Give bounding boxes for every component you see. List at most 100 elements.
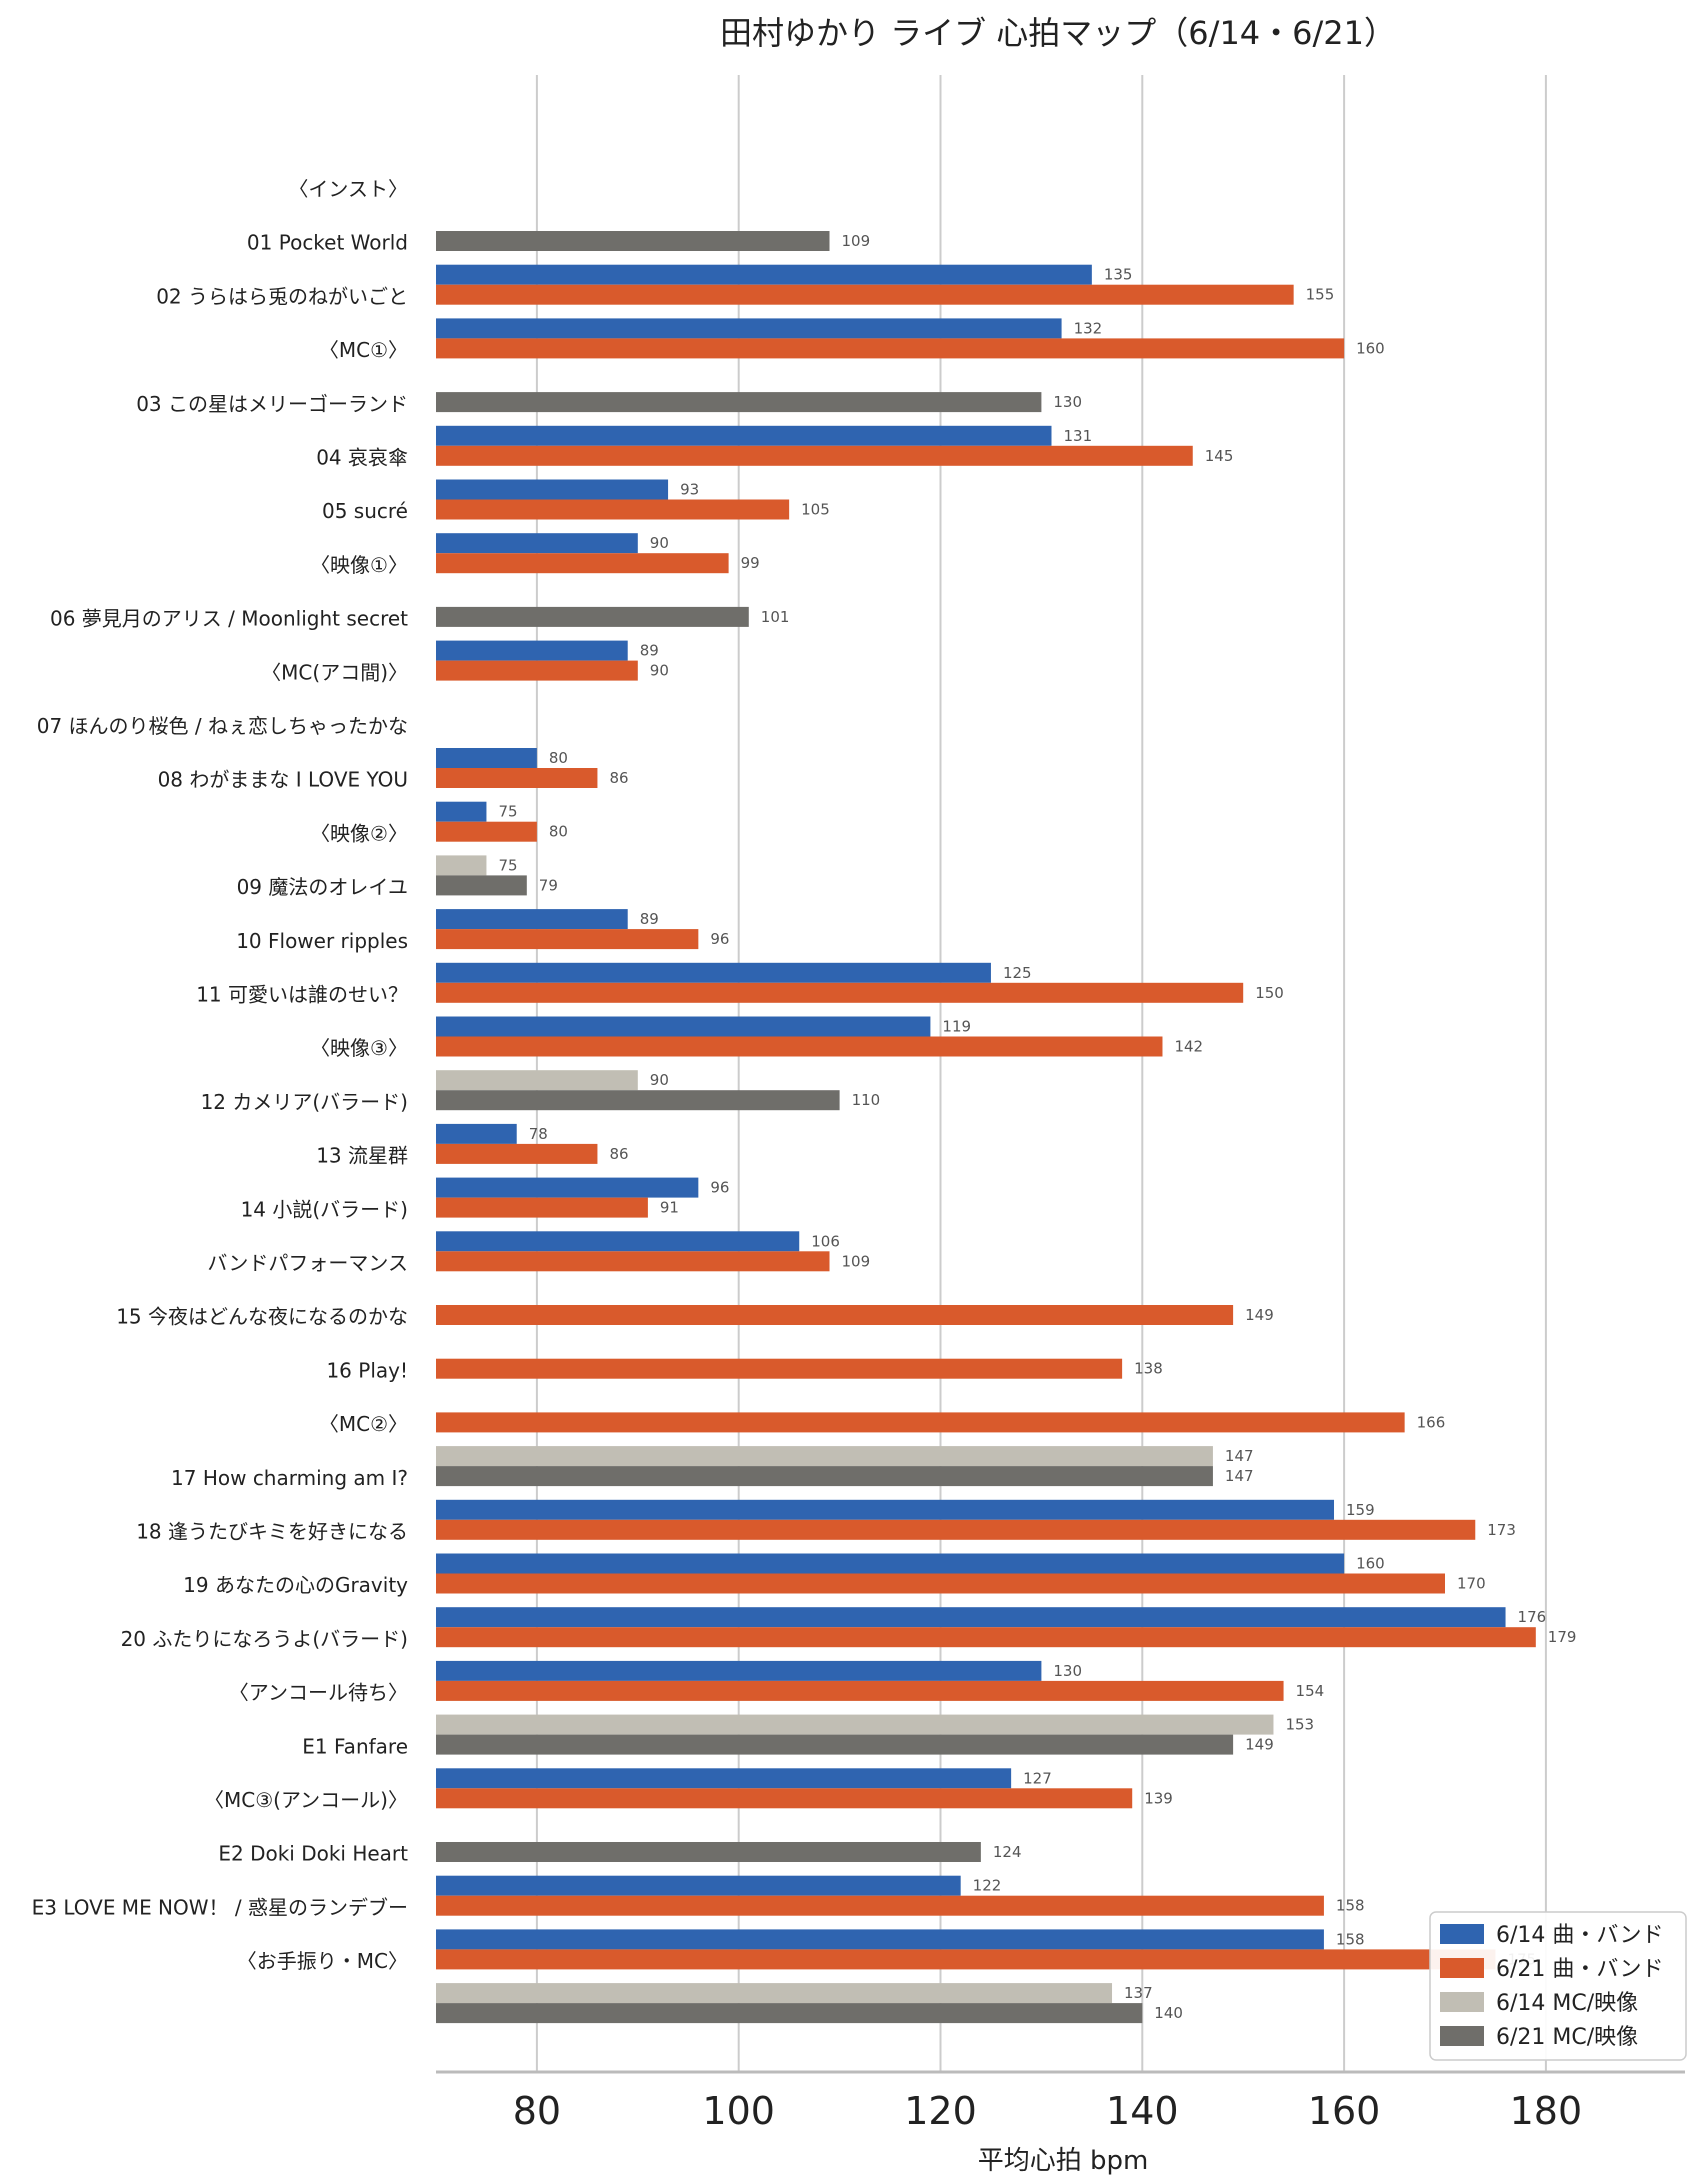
bar-value-label: 86 (609, 1145, 628, 1163)
bar-614-song (436, 1929, 1324, 1950)
bar-value-label: 101 (761, 608, 790, 626)
category-label: 04 哀哀傘 (316, 446, 408, 470)
category-label: 12 カメリア(バラード) (201, 1090, 408, 1114)
bar-value-label: 147 (1225, 1447, 1254, 1465)
category-label: 〈MC③(アンコール)〉 (204, 1788, 408, 1812)
category-label: 08 わがままな I LOVE YOU (158, 768, 408, 792)
bar-value-label: 96 (710, 930, 729, 948)
bar-621-song (436, 1788, 1133, 1809)
bar-value-label: 90 (650, 662, 669, 680)
category-label: 13 流星群 (316, 1144, 408, 1168)
bar-value-label: 176 (1518, 1608, 1547, 1626)
bars: 109 135 155 132 160 130 131 145 93 105 90 99 101 89 90… (436, 231, 1577, 2024)
bar-614-song (436, 1499, 1335, 1520)
bar-621-song (436, 1251, 830, 1272)
bar-value-label: 173 (1487, 1521, 1516, 1539)
bar-value-label: 131 (1063, 427, 1092, 445)
bar-621-song (436, 1949, 1496, 1970)
category-label: 01 Pocket World (247, 231, 408, 255)
bar-value-label: 109 (842, 232, 871, 250)
bar-621-song (436, 1197, 648, 1218)
bar-value-label: 149 (1245, 1306, 1274, 1324)
bar-value-label: 154 (1296, 1682, 1325, 1700)
bar-value-label: 132 (1074, 319, 1103, 337)
bar-value-label: 179 (1548, 1628, 1577, 1646)
bar-621-song (436, 553, 729, 574)
bar-value-label: 122 (973, 1877, 1002, 1895)
bar-value-label: 78 (529, 1125, 548, 1143)
bar-614-song (436, 533, 638, 554)
category-label: E1 Fanfare (302, 1734, 408, 1758)
bar-621-song (436, 1627, 1536, 1648)
bar-value-label: 109 (842, 1252, 871, 1270)
bar-value-label: 138 (1134, 1360, 1163, 1378)
category-labels: 〈インスト〉 01 Pocket World 02 うらはら兎のねがいごと〈MC①〉… (32, 177, 409, 1973)
bar-value-label: 170 (1457, 1575, 1486, 1593)
bar-value-label: 124 (993, 1843, 1022, 1861)
bar-value-label: 125 (1003, 964, 1032, 982)
bar-614-song (436, 1875, 961, 1896)
bar-value-label: 130 (1053, 393, 1082, 411)
category-label: 19 あなたの心のGravity (183, 1573, 408, 1597)
bar-value-label: 166 (1417, 1413, 1446, 1431)
x-tick-label: 140 (1106, 2089, 1179, 2133)
x-axis: 80 100 120 140 160 180 (436, 2070, 1685, 2133)
bar-value-label: 80 (549, 749, 568, 767)
bar-614-song (436, 1177, 699, 1198)
bar-614-song (436, 425, 1052, 446)
bar-value-label: 149 (1245, 1736, 1274, 1754)
category-label: 06 夢見月のアリス / Moonlight secret (50, 607, 408, 631)
bar-value-label: 75 (498, 803, 517, 821)
legend: 6/14 曲・バンド 6/21 曲・バンド 6/14 MC/映像 6/21 MC/映像 (1429, 1911, 1687, 2061)
bar-614-song (436, 1607, 1506, 1628)
bar-value-label: 106 (811, 1232, 840, 1250)
legend-box (1429, 1911, 1687, 2061)
bar-value-label: 75 (498, 856, 517, 874)
bar-614-song (436, 640, 628, 661)
category-label: 07 ほんのり桜色 / ねぇ恋しちゃったかな (37, 714, 408, 738)
category-label: E2 Doki Doki Heart (218, 1842, 408, 1866)
bar-621-song (436, 929, 699, 950)
legend-entry-label: 6/21 MC/映像 (1496, 2025, 1638, 2050)
category-label: 09 魔法のオレイユ (237, 875, 408, 899)
bar-621-song (436, 1358, 1123, 1379)
bar-614-song (436, 1231, 800, 1252)
bar-621-song (436, 1412, 1405, 1433)
legend-entry-label: 6/14 曲・バンド (1496, 1923, 1664, 1948)
bar-value-label: 90 (650, 534, 669, 552)
category-label: 〈アンコール待ち〉 (229, 1681, 408, 1705)
bar-value-label: 155 (1306, 286, 1335, 304)
bar-value-label: 89 (640, 910, 659, 928)
bar-614-song (436, 1553, 1345, 1574)
legend-entry-label: 6/21 曲・バンド (1496, 1957, 1664, 1982)
bar-value-label: 90 (650, 1071, 669, 1089)
bar-621-song (436, 284, 1294, 305)
x-tick-label: 120 (904, 2089, 977, 2133)
bar-value-label: 86 (609, 769, 628, 787)
legend-swatch (1440, 1992, 1484, 2012)
bar-614-song (436, 1768, 1012, 1789)
bar-621-song (436, 1305, 1234, 1325)
bar-value-label: 137 (1124, 1984, 1153, 2002)
legend-swatch (1440, 2026, 1484, 2046)
bar-value-label: 158 (1336, 1897, 1365, 1915)
bar-621-song (436, 1036, 1163, 1057)
bar-value-label: 153 (1285, 1716, 1314, 1734)
bar-621-mc (436, 1734, 1234, 1755)
bar-621-mc (436, 2003, 1143, 2024)
bar-value-label: 142 (1174, 1038, 1203, 1056)
category-label: 〈映像③〉 (310, 1036, 408, 1060)
x-tick-label: 80 (513, 2089, 561, 2133)
bar-621-song (436, 1573, 1445, 1594)
category-label: 〈映像②〉 (310, 821, 408, 845)
bar-614-song (436, 264, 1092, 285)
bar-621-song (436, 1680, 1284, 1701)
x-tick-label: 160 (1308, 2089, 1381, 2133)
bar-value-label: 80 (549, 823, 568, 841)
category-label: 03 この星はメリーゴーランド (136, 392, 408, 416)
bar-614-song (436, 1123, 517, 1144)
bar-614-mc (436, 1070, 638, 1091)
x-axis-label: 平均心拍 bpm (978, 2146, 1149, 2176)
bar-621-song (436, 660, 638, 681)
